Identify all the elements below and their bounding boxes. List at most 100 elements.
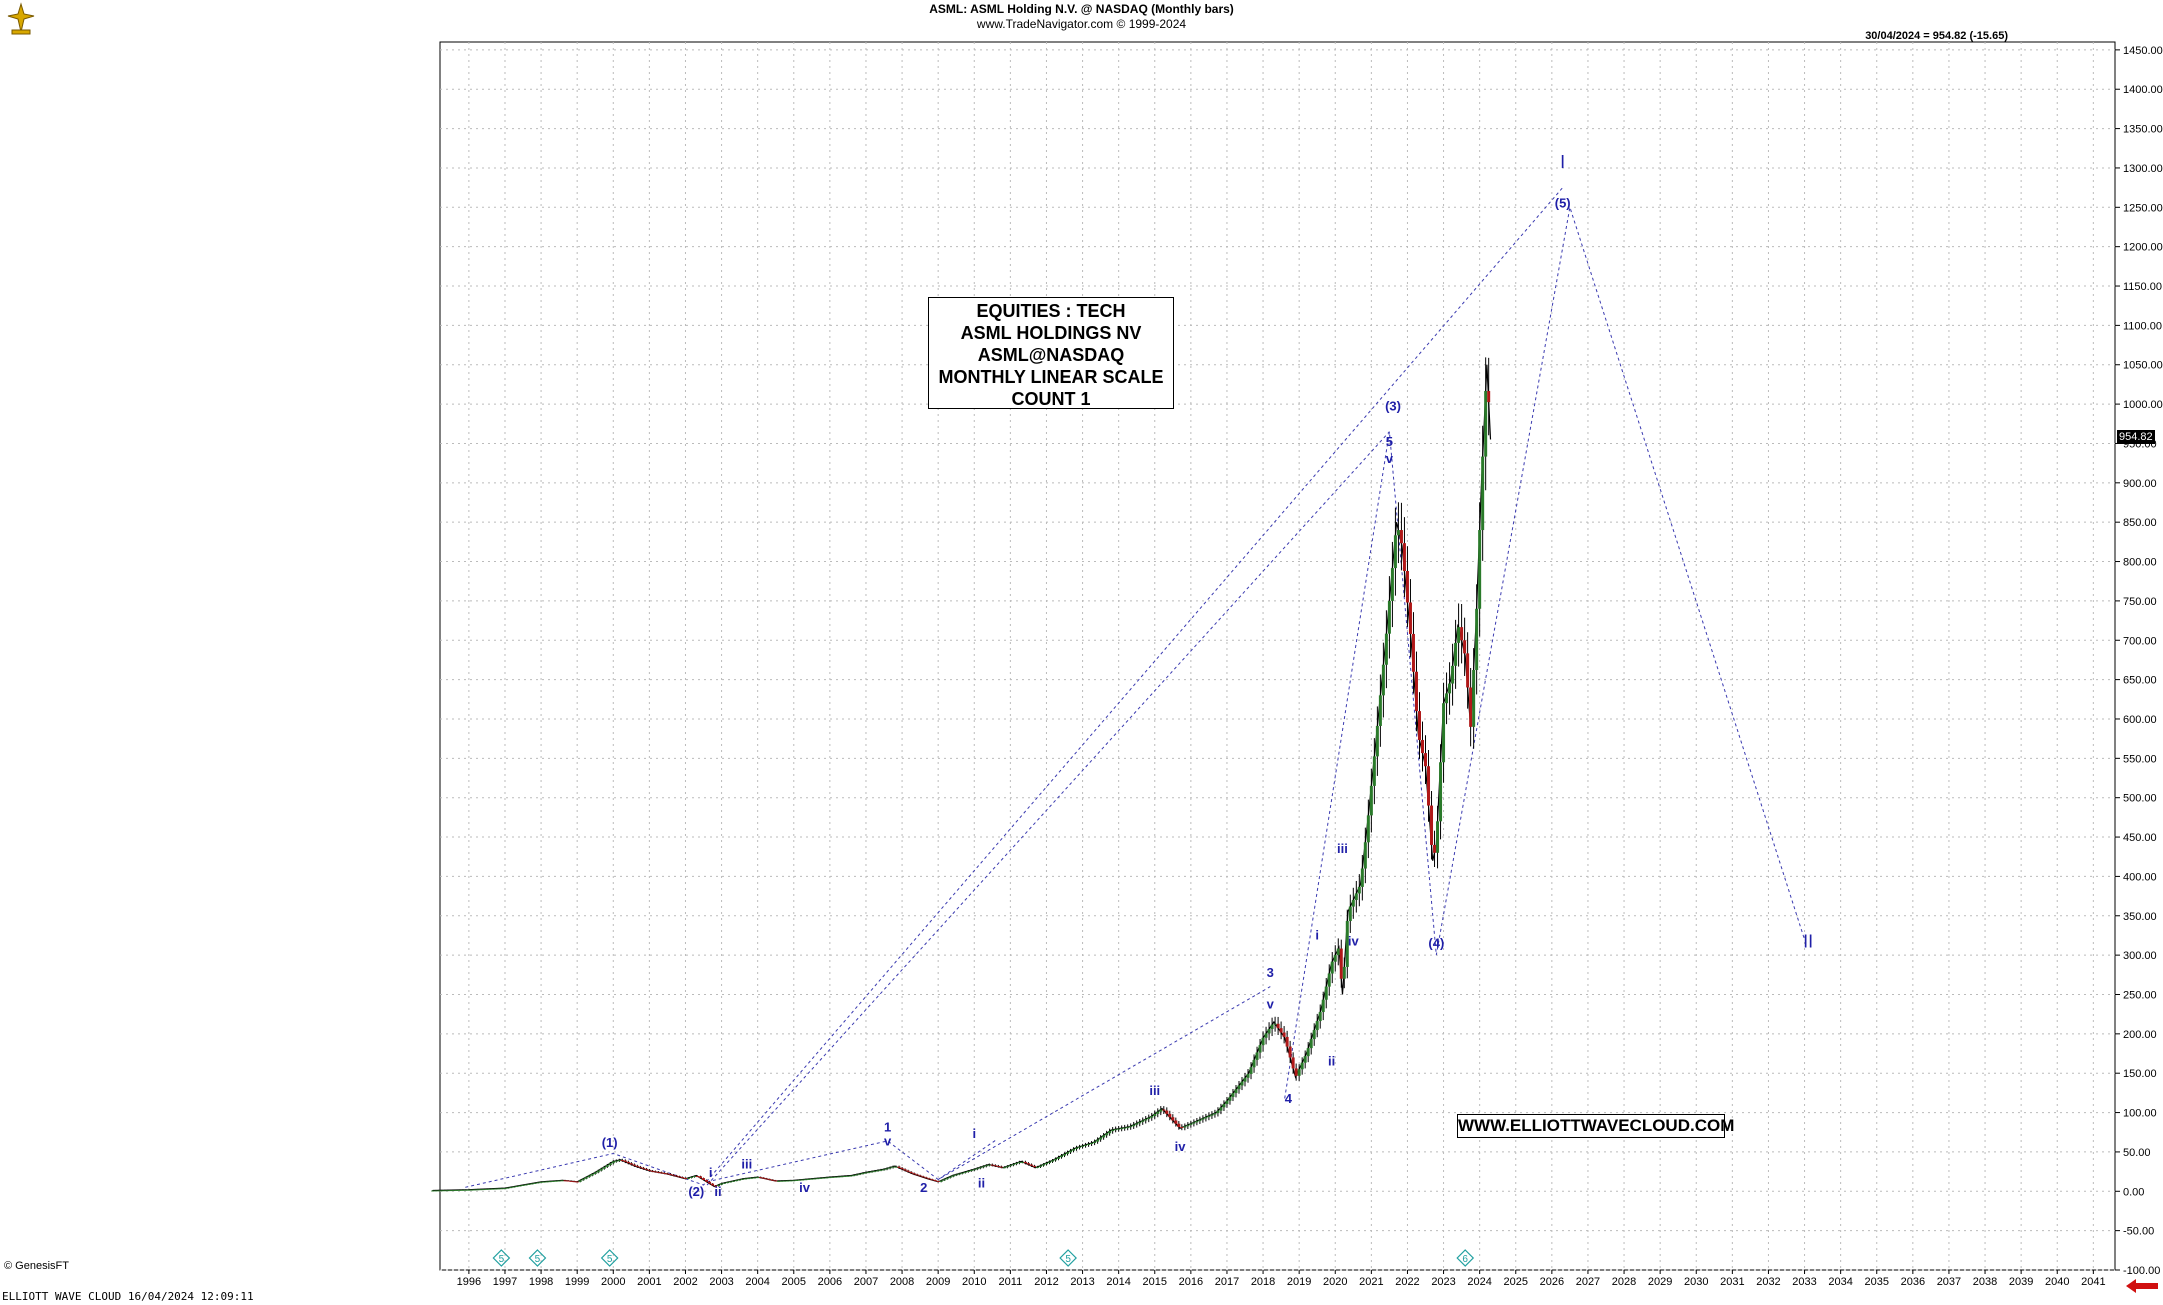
price-bar-body [1445,693,1449,704]
price-bar-body [635,1165,639,1167]
price-bar-body [933,1180,937,1182]
price-bar-body [729,1181,733,1183]
price-bar-body [879,1169,883,1171]
y-tick-label: 1450.00 [2123,45,2163,57]
price-bar-body [837,1176,841,1178]
price-bar-body [1183,1126,1187,1128]
price-bar-body [1261,1037,1265,1046]
price-bar-body [1056,1157,1060,1159]
price-bar-body [1258,1045,1262,1053]
x-tick-label: 2014 [1106,1276,1130,1288]
price-bar-body [452,1190,456,1192]
x-tick-label: 2036 [1901,1276,1925,1288]
wave-label: (4) [1428,935,1444,950]
price-bar-body [632,1164,636,1166]
price-bar-body [1147,1117,1151,1120]
cycle-marker-icon [1456,1249,1475,1267]
price-bar-body [942,1179,946,1181]
price-bar-body [1108,1131,1112,1134]
price-bar-body [1053,1158,1057,1161]
price-bar-body [1417,711,1421,740]
price-bar-body [1372,756,1376,786]
price-bar-body [957,1173,961,1175]
x-tick-label: 2034 [1828,1276,1852,1288]
y-tick-label: 650.00 [2123,675,2157,687]
price-bar-body [1141,1120,1145,1122]
price-bar-body [431,1190,435,1192]
footer-text: ELLIOTT WAVE CLOUD 16/04/2024 12:09:11 [2,1290,254,1303]
price-bar-body [1345,921,1349,967]
price-bars [431,357,1492,1192]
price-bar-body [488,1188,492,1190]
price-bar-body [1475,608,1479,670]
price-bar-body [1351,900,1355,907]
x-tick-label: 2017 [1215,1276,1239,1288]
x-tick-label: 2030 [1684,1276,1708,1288]
cycle-marker-label: 6 [1462,1254,1468,1265]
x-tick-label: 2028 [1612,1276,1636,1288]
price-bar-body [1093,1141,1097,1144]
price-bar-body [1063,1153,1067,1156]
price-bar-body [855,1174,859,1176]
price-bar-body [1454,642,1458,666]
price-bar-body [509,1187,513,1189]
price-bar-body [1231,1093,1235,1097]
price-bar-body [777,1180,781,1182]
y-tick-label: 0.00 [2123,1186,2144,1198]
price-bar-body [1020,1161,1024,1163]
price-bar-body [1168,1113,1172,1118]
price-bar-body [1123,1127,1127,1129]
price-bar-body [816,1178,820,1180]
last-bar-readout: 30/04/2024 = 954.82 (-15.65) [1865,30,2008,42]
wave-label: (3) [1385,398,1401,413]
price-bar-body [620,1160,624,1162]
cycle-markers: 5 5 5 5 6 [492,1249,1475,1267]
price-bar-body [1189,1123,1193,1125]
price-bar-body [1399,530,1403,544]
price-bar-body [1117,1128,1121,1130]
price-bar-body [1204,1117,1208,1119]
price-bar-body [539,1181,543,1183]
price-bar-body [1390,568,1394,601]
cycle-marker-icon [1059,1249,1077,1267]
y-tick-label: 300.00 [2123,950,2157,962]
price-bar-body [1102,1135,1106,1138]
price-bar-body [762,1177,766,1179]
wave-label: 3 [1267,965,1274,980]
price-bar-body [918,1175,922,1177]
back-arrow-icon[interactable] [2124,1278,2160,1294]
price-bar-body [1408,602,1412,634]
price-bar-body [1099,1137,1103,1140]
wave-label: iv [1175,1139,1187,1154]
price-bar-body [557,1180,561,1182]
price-bar-body [735,1180,739,1182]
price-bar-body [717,1184,721,1187]
y-tick-label: 750.00 [2123,596,2157,608]
price-bar-body [975,1168,979,1170]
price-bar-body [680,1177,684,1179]
info-box-line: ASML HOLDINGS NV [960,323,1142,343]
y-tick-label: 700.00 [2123,635,2157,647]
price-bar-body [1288,1046,1292,1058]
price-bar-body [458,1189,462,1191]
price-bar-body [1041,1164,1045,1166]
price-bar-body [726,1182,730,1184]
x-tick-label: 2015 [1143,1276,1167,1288]
plot-frame [439,41,2116,1271]
y-tick-label: 1250.00 [2123,202,2163,214]
x-tick-label: 2013 [1070,1276,1094,1288]
price-bar-body [873,1170,877,1172]
price-bar-body [795,1179,799,1181]
price-bar-body [1038,1165,1042,1167]
price-bar-body [521,1184,525,1186]
info-box: EQUITIES : TECH ASML HOLDINGS NV ASML@NA… [928,297,1174,409]
price-bar-body [1081,1145,1085,1147]
price-bar-body [1087,1143,1091,1145]
price-bar-body [1321,999,1325,1013]
x-tick-label: 2003 [709,1276,733,1288]
x-tick-label: 2002 [673,1276,697,1288]
y-tick-label: 1150.00 [2123,281,2162,293]
wave-projection-line [937,1139,997,1180]
price-bar-body [647,1169,651,1171]
